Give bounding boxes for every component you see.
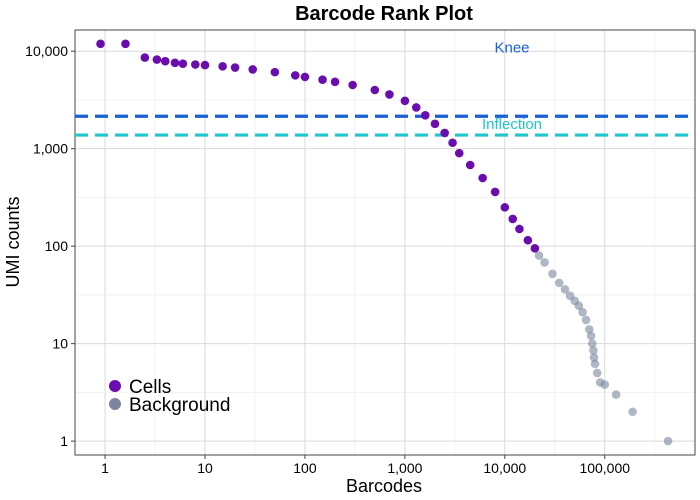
point-background xyxy=(589,353,599,362)
point-background xyxy=(574,301,584,310)
point-background xyxy=(534,251,544,260)
x-tick-label: 1 xyxy=(101,460,109,476)
point-cells xyxy=(508,214,518,224)
point-cells xyxy=(318,75,327,85)
point-background xyxy=(586,331,596,341)
reference-lines: Knee Inflection xyxy=(75,39,695,137)
point-background xyxy=(663,436,673,446)
y-axis-label: UMI counts xyxy=(3,196,23,287)
y-tick-label: 1,000 xyxy=(33,141,68,157)
gridlines xyxy=(75,30,695,455)
point-cells xyxy=(160,56,170,66)
point-cells xyxy=(348,80,357,90)
x-tick-label: 10 xyxy=(197,460,213,476)
legend-label-cells: Cells xyxy=(129,377,171,398)
x-tick-label: 1,000 xyxy=(387,460,422,476)
point-cells xyxy=(420,110,430,120)
point-cells xyxy=(140,53,150,62)
annotation-knee: Knee xyxy=(494,39,529,56)
point-cells xyxy=(96,39,105,49)
point-cells xyxy=(448,138,457,148)
annotation-inflection: Inflection xyxy=(482,116,542,133)
x-tick-label: 100 xyxy=(293,460,317,476)
point-cells xyxy=(330,77,340,87)
legend-label-background: Background xyxy=(129,395,230,416)
point-cells xyxy=(454,148,464,158)
point-background xyxy=(611,390,621,399)
point-cells xyxy=(385,90,394,99)
point-cells xyxy=(530,244,540,253)
legend-key-background xyxy=(109,398,121,410)
point-background xyxy=(560,285,570,294)
legend-key-cells xyxy=(109,380,121,392)
data-points xyxy=(96,39,673,446)
point-background xyxy=(554,278,564,288)
y-tick-label: 10 xyxy=(52,336,68,352)
x-tick-label: 10,000 xyxy=(483,460,526,476)
point-background xyxy=(540,258,549,267)
plot-panel xyxy=(74,29,696,456)
point-cells xyxy=(400,96,410,106)
point-cells xyxy=(523,235,533,245)
point-cells xyxy=(200,60,210,70)
point-cells xyxy=(430,119,440,129)
chart-title: Barcode Rank Plot xyxy=(295,3,473,25)
point-cells xyxy=(290,71,300,80)
point-cells xyxy=(191,60,200,69)
point-cells xyxy=(230,63,240,72)
point-background xyxy=(587,339,597,348)
point-cells xyxy=(465,160,475,170)
point-cells xyxy=(411,103,421,112)
point-background xyxy=(548,269,557,279)
point-background xyxy=(589,346,598,355)
point-cells xyxy=(478,173,487,183)
point-cells xyxy=(270,67,280,77)
point-cells xyxy=(152,55,162,64)
point-background xyxy=(590,359,600,369)
point-cells xyxy=(178,59,188,68)
point-cells xyxy=(218,61,227,71)
point-cells xyxy=(500,203,510,212)
point-background xyxy=(628,407,637,417)
point-cells xyxy=(121,39,130,49)
point-cells xyxy=(248,65,257,74)
point-background xyxy=(600,380,610,389)
x-axis-label: Barcodes xyxy=(346,476,422,496)
point-cells xyxy=(490,187,500,197)
point-cells xyxy=(370,85,380,95)
point-cells xyxy=(300,72,310,82)
point-cells xyxy=(515,224,524,234)
point-cells xyxy=(170,58,180,68)
point-background xyxy=(581,315,591,325)
y-tick-label: 1 xyxy=(60,433,68,449)
y-tick-label: 10,000 xyxy=(25,43,68,59)
y-tick-label: 100 xyxy=(45,238,69,254)
point-background xyxy=(578,307,587,317)
point-cells xyxy=(440,128,449,138)
point-background xyxy=(592,368,602,378)
axis-ticks: 1 10 100 1,000 10,000 100,000 1 10 100 1,000 10,00… xyxy=(25,43,630,476)
x-tick-label: 100,000 xyxy=(579,460,630,476)
point-background xyxy=(584,325,594,334)
